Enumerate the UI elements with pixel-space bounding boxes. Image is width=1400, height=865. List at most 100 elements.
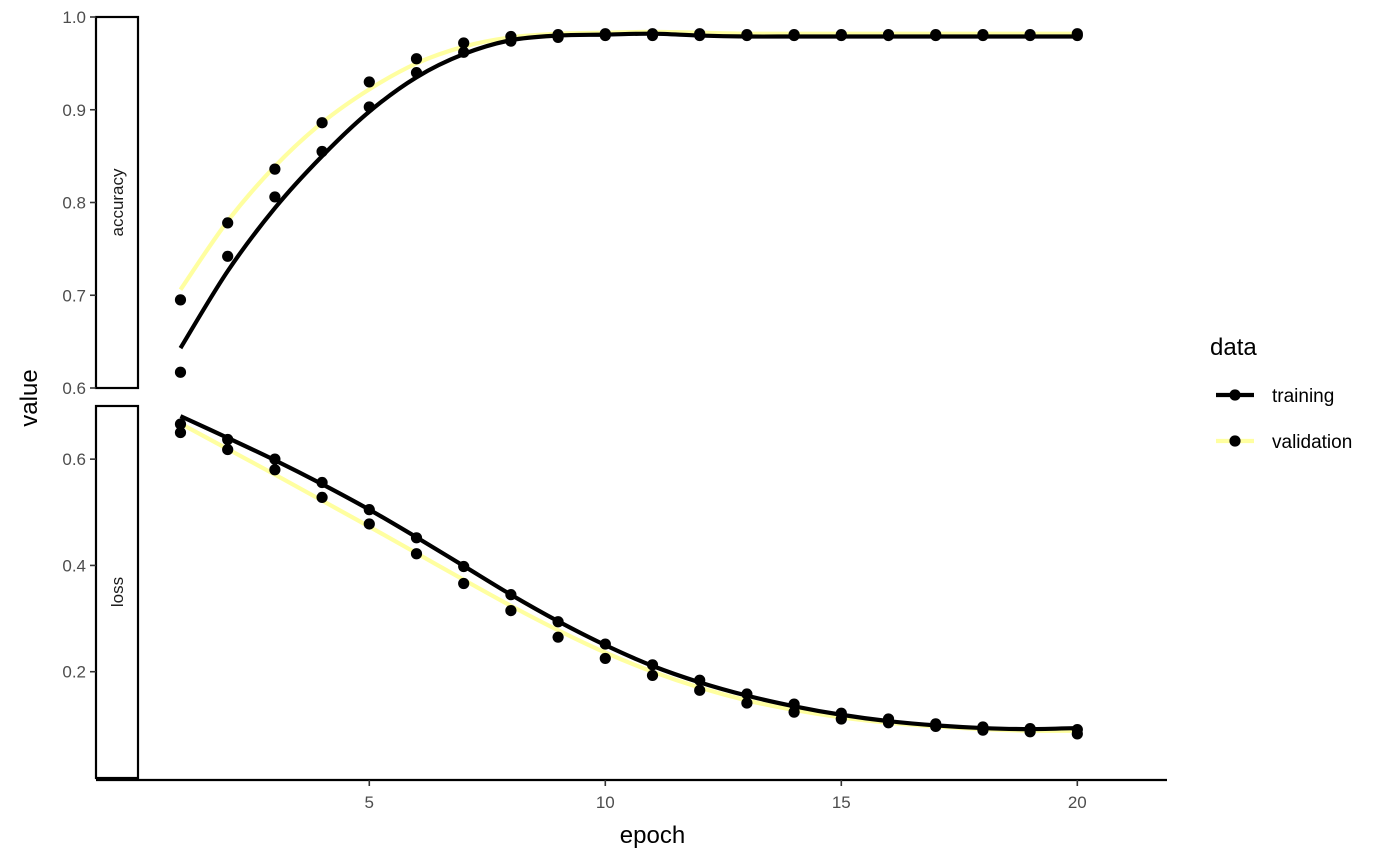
- data-point: [410, 67, 423, 79]
- data-point: [741, 697, 753, 709]
- data-point: [505, 605, 517, 617]
- y-tick-label: 1.0: [62, 8, 86, 27]
- data-point: [741, 29, 753, 42]
- data-point: [363, 101, 375, 113]
- data-point: [505, 589, 517, 601]
- data-point: [694, 29, 706, 42]
- data-point: [222, 250, 234, 262]
- x-tick-label: 15: [832, 793, 851, 812]
- data-point: [316, 491, 328, 504]
- smooth-line-training: [178, 31, 1078, 350]
- data-point: [977, 721, 989, 733]
- facet-strip-loss: [94, 404, 140, 780]
- data-point: [222, 217, 234, 229]
- data-point: [694, 674, 706, 686]
- y-tick-label: 0.9: [62, 101, 86, 120]
- data-point: [741, 688, 753, 700]
- chart-panels: accuracy 0.6 0.7 0.8 0.9 1.0 loss 0.2 0.4 0.6: [62, 8, 1083, 780]
- data-point: [1071, 29, 1083, 42]
- y-tick-label: 0.2: [62, 663, 86, 682]
- data-point: [363, 518, 375, 530]
- series-training: [178, 31, 1078, 350]
- points-validation: [174, 426, 1083, 740]
- data-point: [363, 76, 375, 88]
- y-tick-label: 0.8: [62, 194, 86, 213]
- data-point: [552, 631, 564, 643]
- data-point: [174, 366, 187, 378]
- data-point: [882, 29, 895, 42]
- x-axis: 5 10 15 20: [96, 778, 1167, 812]
- data-point: [646, 669, 659, 682]
- data-point: [977, 29, 989, 42]
- x-tick-label: 20: [1068, 793, 1087, 812]
- legend-entry-training: training: [1216, 386, 1334, 407]
- data-point: [835, 29, 847, 42]
- smooth-line-training: [179, 414, 1078, 732]
- data-point: [1024, 29, 1036, 42]
- data-point: [646, 659, 659, 671]
- data-point: [269, 453, 281, 465]
- data-point: [505, 35, 517, 47]
- y-tick-label: 0.7: [62, 286, 86, 305]
- data-point: [599, 638, 611, 650]
- data-point: [1071, 724, 1083, 736]
- data-point: [788, 29, 800, 42]
- series-validation: [179, 421, 1078, 733]
- data-point: [174, 294, 187, 306]
- data-point: [788, 698, 800, 710]
- data-point: [316, 145, 328, 158]
- legend-entry-validation: validation: [1216, 432, 1352, 453]
- data-point: [174, 426, 187, 439]
- data-point: [458, 560, 470, 573]
- y-tick-label: 0.4: [62, 556, 86, 575]
- data-point: [222, 433, 234, 446]
- series-training: [179, 414, 1078, 732]
- data-point: [788, 706, 800, 718]
- data-point: [835, 707, 847, 719]
- legend-key-point: [1229, 435, 1241, 447]
- legend: data training validation: [1210, 334, 1352, 453]
- facet-loss: loss 0.2 0.4 0.6: [62, 404, 1083, 780]
- smooth-line-validation: [179, 421, 1078, 733]
- data-point: [363, 504, 375, 516]
- y-axis-title: value: [16, 369, 43, 426]
- data-point: [930, 718, 942, 730]
- data-point: [930, 29, 942, 42]
- data-point: [316, 476, 328, 489]
- data-point: [599, 29, 611, 42]
- legend-title: data: [1210, 334, 1257, 361]
- data-point: [882, 713, 895, 725]
- y-tick-label: 0.6: [62, 379, 86, 398]
- facet-accuracy: accuracy 0.6 0.7 0.8 0.9 1.0: [62, 8, 1083, 398]
- data-point: [410, 548, 423, 560]
- data-point: [174, 418, 187, 430]
- data-point: [269, 191, 281, 203]
- data-point: [410, 532, 423, 544]
- data-point: [694, 684, 706, 696]
- data-point: [222, 443, 234, 456]
- facet-strip-label: accuracy: [108, 168, 127, 237]
- x-tick-label: 10: [596, 793, 615, 812]
- data-point: [552, 616, 564, 628]
- legend-key-point: [1229, 389, 1241, 401]
- x-tick-label: 5: [365, 793, 374, 812]
- data-point: [316, 117, 328, 129]
- data-point: [458, 46, 470, 58]
- data-point: [410, 53, 423, 65]
- data-point: [269, 464, 281, 476]
- data-point: [599, 652, 611, 665]
- points-training: [174, 29, 1083, 378]
- data-point: [1024, 722, 1036, 735]
- facet-strip-label: loss: [108, 577, 127, 607]
- data-point: [269, 163, 281, 175]
- data-point: [458, 577, 470, 590]
- points-training: [174, 418, 1083, 736]
- legend-label: validation: [1272, 432, 1352, 453]
- legend-label: training: [1272, 386, 1334, 407]
- data-point: [552, 31, 564, 44]
- data-point: [458, 37, 470, 49]
- data-point: [646, 29, 659, 42]
- x-axis-title: epoch: [620, 822, 685, 849]
- y-tick-label: 0.6: [62, 450, 86, 469]
